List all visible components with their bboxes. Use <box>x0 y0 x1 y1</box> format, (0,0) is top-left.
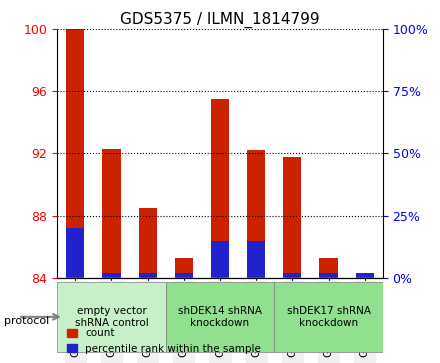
Title: GDS5375 / ILMN_1814799: GDS5375 / ILMN_1814799 <box>120 12 320 28</box>
Bar <box>356 273 374 278</box>
Text: shDEK17 shRNA
knockdown: shDEK17 shRNA knockdown <box>286 306 370 328</box>
Bar <box>103 273 121 278</box>
Text: empty vector
shRNA control: empty vector shRNA control <box>75 306 148 328</box>
Bar <box>211 99 229 278</box>
Bar <box>66 29 84 278</box>
Bar <box>247 241 265 278</box>
Bar <box>175 258 193 278</box>
Bar <box>283 273 301 278</box>
FancyBboxPatch shape <box>274 282 383 352</box>
Bar <box>139 273 157 278</box>
Bar <box>211 241 229 278</box>
Text: shDEK14 shRNA
knockdown: shDEK14 shRNA knockdown <box>178 306 262 328</box>
FancyBboxPatch shape <box>57 282 166 352</box>
FancyBboxPatch shape <box>166 282 274 352</box>
Bar <box>319 273 337 278</box>
Bar <box>139 208 157 278</box>
Bar <box>103 149 121 278</box>
Bar <box>247 150 265 278</box>
Bar <box>66 228 84 278</box>
Legend: count, percentile rank within the sample: count, percentile rank within the sample <box>62 324 265 358</box>
Bar <box>175 273 193 278</box>
Bar <box>283 156 301 278</box>
Bar <box>319 258 337 278</box>
Bar <box>356 273 374 278</box>
Text: protocol: protocol <box>4 316 50 326</box>
